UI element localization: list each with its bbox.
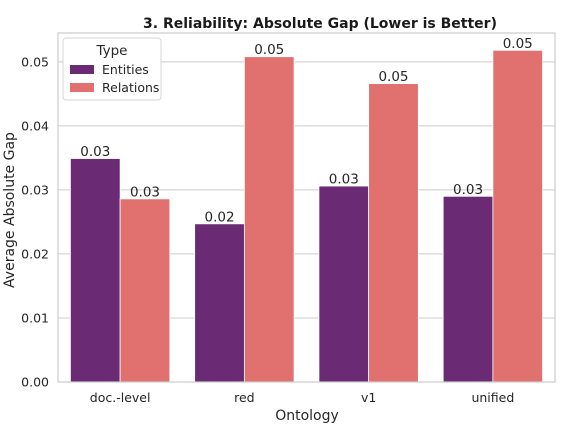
bar-entities-doc-level bbox=[70, 158, 121, 383]
y-axis-label: Average Absolute Gap bbox=[2, 132, 18, 288]
x-axis-ticks: doc.-level red v1 unified bbox=[90, 390, 515, 405]
y-tick-label: 0.01 bbox=[21, 310, 49, 325]
bars bbox=[70, 49, 543, 383]
y-tick-label: 0.05 bbox=[21, 54, 49, 69]
bar-entities-red bbox=[194, 223, 245, 383]
bar-relations-v1 bbox=[368, 83, 419, 383]
bar-value-label: 0.03 bbox=[329, 172, 359, 188]
legend-label-relations: Relations bbox=[102, 80, 159, 95]
legend: Type Entities Relations bbox=[62, 37, 162, 101]
y-tick-label: 0.00 bbox=[21, 375, 49, 390]
bar-value-label: 0.03 bbox=[80, 144, 110, 160]
bar-value-label: 0.02 bbox=[204, 209, 234, 225]
x-axis-label: Ontology bbox=[275, 408, 339, 424]
x-tick-label: unified bbox=[471, 390, 514, 405]
legend-swatch-relations bbox=[70, 83, 94, 92]
legend-label-entities: Entities bbox=[102, 62, 149, 77]
legend-swatch-entities bbox=[70, 65, 94, 74]
x-tick-label: doc.-level bbox=[90, 390, 151, 405]
chart-title: 3. Reliability: Absolute Gap (Lower is B… bbox=[143, 16, 497, 32]
bar-entities-v1 bbox=[318, 185, 370, 383]
x-tick-label: red bbox=[234, 390, 255, 405]
bar-value-labels: 0.03 0.03 0.02 0.05 0.03 0.05 0.03 0.05 bbox=[80, 36, 533, 226]
bar-value-label: 0.05 bbox=[503, 36, 533, 52]
bar-value-label: 0.03 bbox=[453, 182, 483, 198]
bar-entities-unified bbox=[442, 195, 494, 383]
y-tick-label: 0.03 bbox=[21, 182, 49, 197]
bar-relations-doc-level bbox=[119, 198, 171, 383]
x-tick-label: v1 bbox=[361, 390, 376, 405]
bar-value-label: 0.05 bbox=[378, 69, 408, 85]
y-tick-label: 0.02 bbox=[21, 246, 49, 261]
legend-title: Type bbox=[95, 43, 127, 59]
y-axis-ticks: 0.00 0.01 0.02 0.03 0.04 0.05 bbox=[21, 54, 49, 389]
bar-value-label: 0.05 bbox=[254, 42, 284, 58]
bar-relations-red bbox=[243, 56, 295, 383]
plot-frame bbox=[57, 32, 556, 383]
bar-relations-unified bbox=[492, 49, 543, 383]
y-tick-label: 0.04 bbox=[21, 118, 49, 133]
bar-value-label: 0.03 bbox=[130, 184, 160, 200]
